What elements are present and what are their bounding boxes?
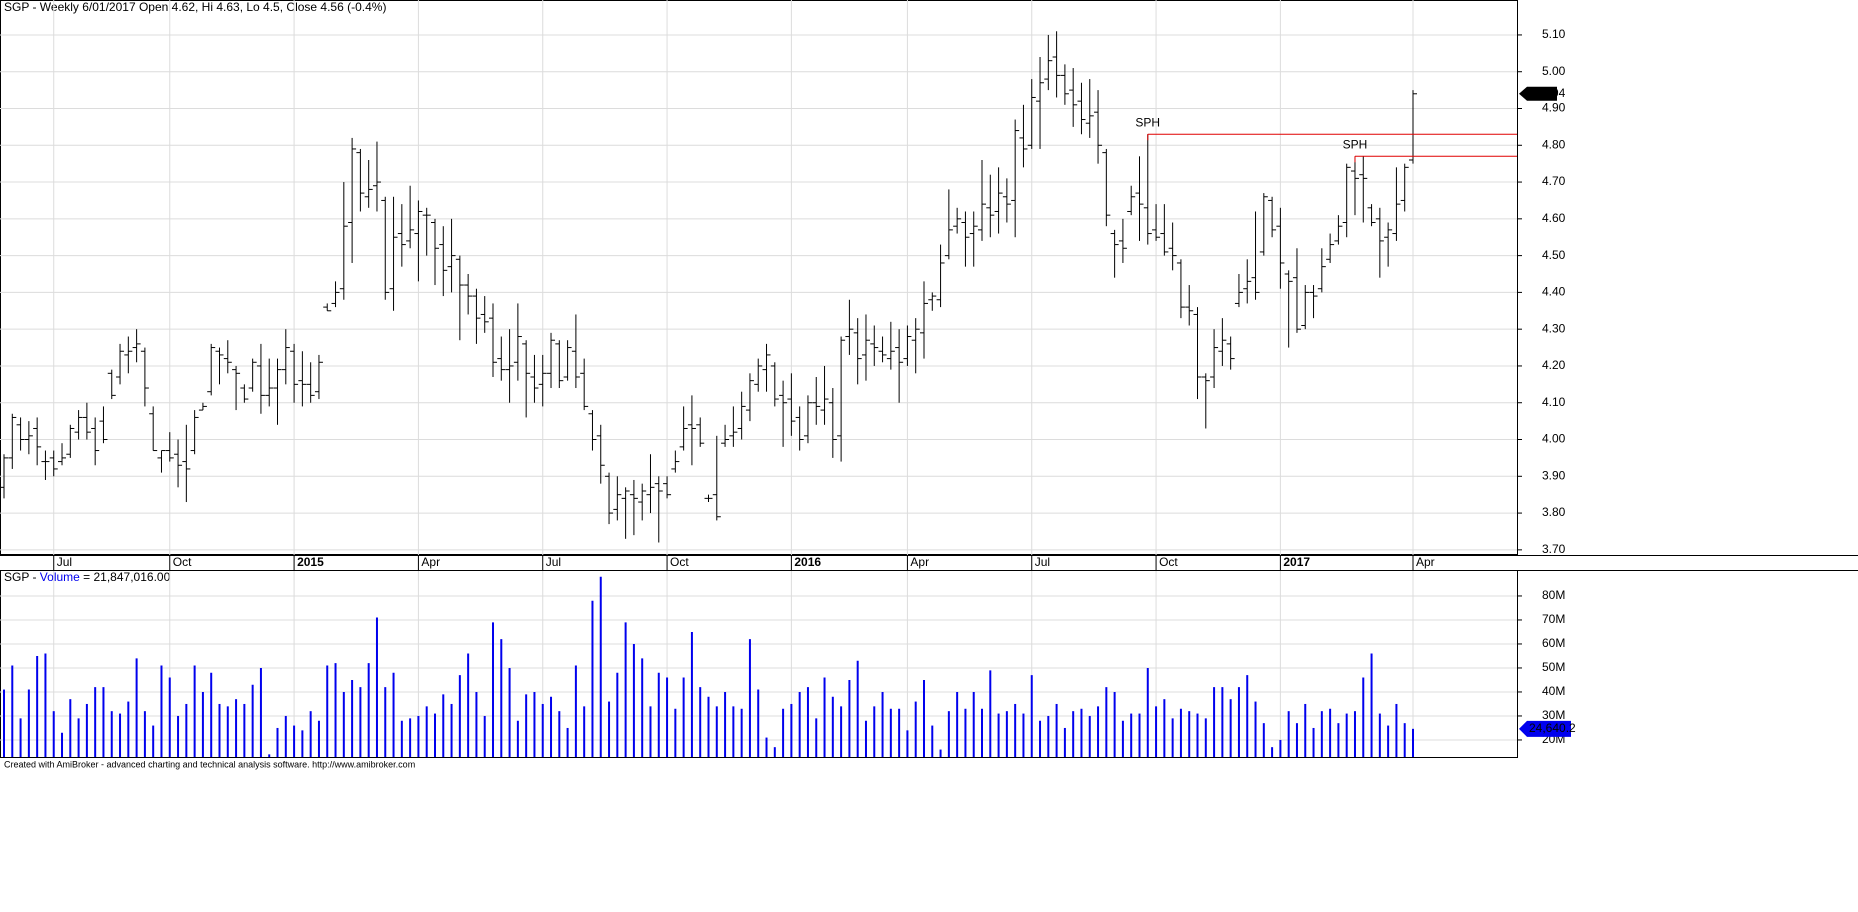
y-tick-label: 5.00 — [1542, 64, 1566, 78]
volume-badge-label: 24,640.2 — [1529, 721, 1576, 735]
x-tick-label: Oct — [173, 555, 192, 569]
y-tick-label: 80M — [1542, 588, 1565, 602]
volume-title-name: Volume — [40, 570, 80, 584]
y-tick-label: 4.00 — [1542, 432, 1566, 446]
y-tick-label: 4.50 — [1542, 248, 1566, 262]
sph-label: SPH — [1343, 137, 1368, 151]
price-badge-label: 4.94 — [1542, 86, 1566, 100]
footer: Created with AmiBroker - advanced charti… — [4, 759, 415, 769]
x-tick-label: Apr — [910, 555, 929, 569]
y-tick-label: 4.70 — [1542, 174, 1566, 188]
price-badge — [1519, 86, 1557, 101]
y-tick-label: 4.60 — [1542, 211, 1566, 225]
y-tick-label: 4.40 — [1542, 285, 1566, 299]
x-tick-label: Jul — [57, 555, 72, 569]
x-tick-label: 2015 — [297, 555, 324, 569]
x-tick-label: 2016 — [794, 555, 821, 569]
chart-title: SGP - Weekly 6/01/2017 Open 4.62, Hi 4.6… — [4, 0, 386, 14]
y-tick-label: 4.80 — [1542, 137, 1566, 151]
chart: SGP - Weekly 6/01/2017 Open 4.62, Hi 4.6… — [0, 0, 1858, 769]
volume-title-value: = 21,847,016.00 — [80, 570, 171, 584]
x-tick-label: Apr — [421, 555, 440, 569]
volume-title: SGP - Volume = 21,847,016.00 — [4, 570, 171, 584]
x-tick-label: 2017 — [1283, 555, 1310, 569]
volume-title-prefix: SGP - — [4, 570, 40, 584]
x-tick-label: Jul — [1035, 555, 1050, 569]
price-frame — [0, 0, 1518, 555]
y-tick-label: 3.80 — [1542, 505, 1566, 519]
x-tick-label: Oct — [1159, 555, 1178, 569]
x-tick-label: Jul — [546, 555, 561, 569]
x-tick-label: Apr — [1416, 555, 1435, 569]
y-tick-label: 3.70 — [1542, 542, 1566, 556]
y-tick-label: 50M — [1542, 660, 1565, 674]
y-tick-label: 30M — [1542, 708, 1565, 722]
volume-badge — [1519, 720, 1571, 737]
y-tick-label: 60M — [1542, 636, 1565, 650]
x-tick-label: Oct — [670, 555, 689, 569]
y-tick-label: 4.10 — [1542, 395, 1566, 409]
sph-label: SPH — [1135, 115, 1160, 129]
y-tick-label: 4.20 — [1542, 358, 1566, 372]
y-tick-label: 5.10 — [1542, 27, 1566, 41]
grid — [0, 0, 1517, 757]
y-tick-label: 3.90 — [1542, 468, 1566, 482]
y-tick-label: 40M — [1542, 684, 1565, 698]
y-tick-label: 70M — [1542, 612, 1565, 626]
y-tick-label: 4.90 — [1542, 101, 1566, 115]
y-tick-label: 4.30 — [1542, 321, 1566, 335]
